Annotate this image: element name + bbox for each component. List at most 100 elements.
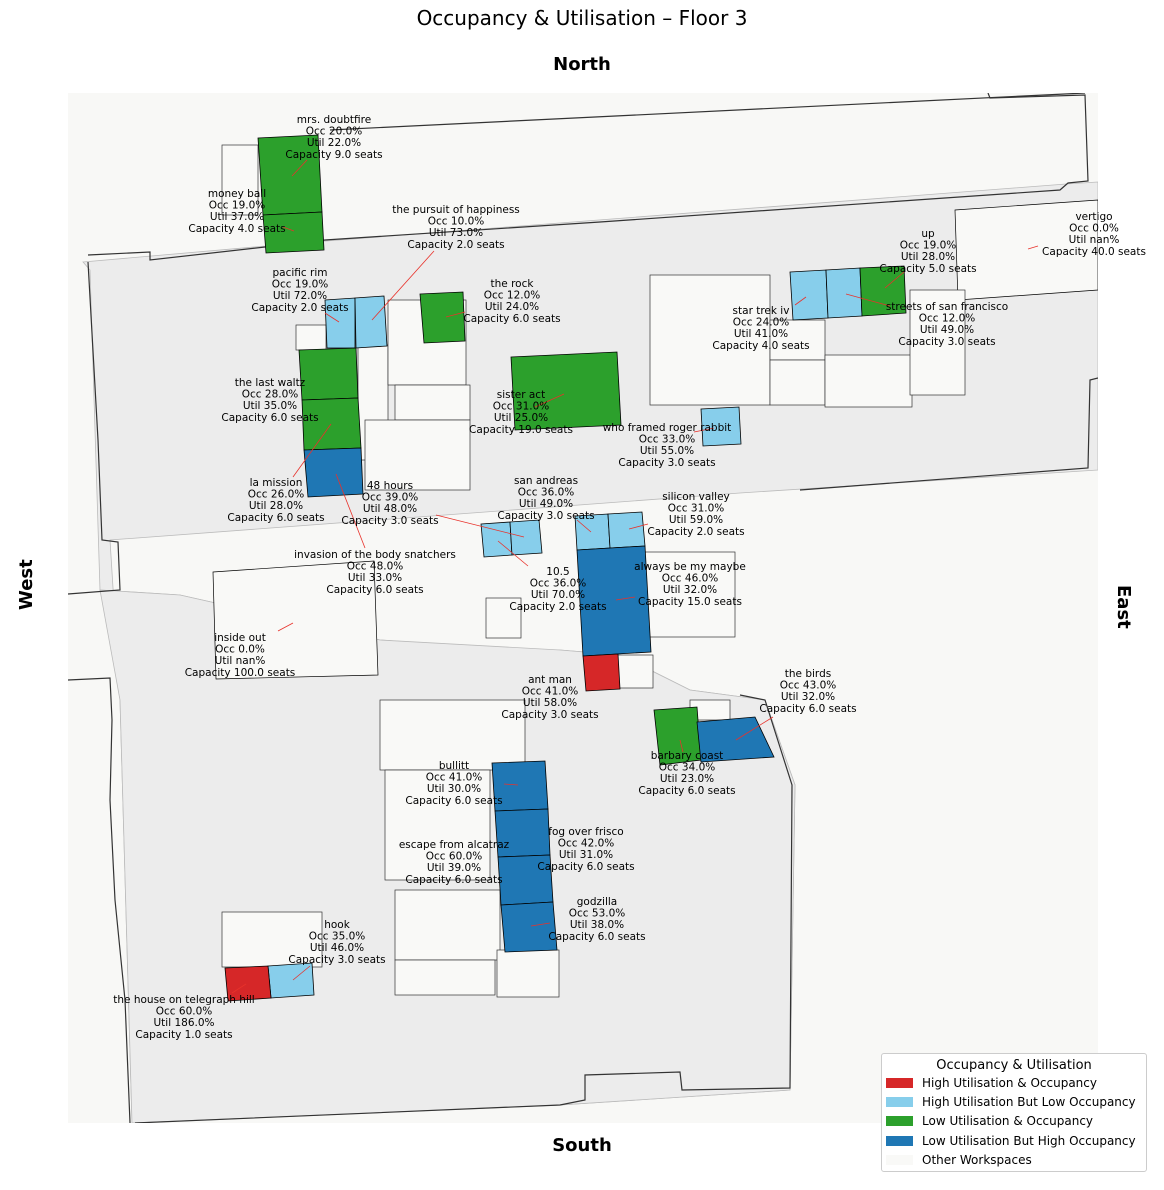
room-label-name: 10.5: [546, 566, 569, 578]
room-silicon-valley: [607, 511, 646, 549]
room-label-util: Util 58.0%: [523, 697, 577, 709]
room-label-name: always be my maybe: [634, 561, 746, 573]
leader-lines: [231, 159, 1039, 994]
legend-swatch: [886, 1155, 913, 1166]
room-label-name: the rock: [491, 278, 535, 290]
building-wall: [87, 93, 1089, 261]
room-label: bullitt Occ 41.0% Util 30.0% Capacity 6.0 s…: [405, 760, 502, 807]
rooms-layer: [224, 134, 907, 1002]
building-wall: [329, 93, 1086, 131]
room-label-capacity: Capacity 6.0 seats: [638, 785, 735, 797]
room-label-capacity: Capacity 40.0 seats: [1042, 246, 1146, 258]
room-label-capacity: Capacity 3.0 seats: [497, 510, 594, 522]
legend-items: High Utilisation & Occupancy High Utilisa…: [882, 1073, 1146, 1170]
room-label-name: escape from alcatraz: [399, 839, 510, 851]
room-label-capacity: Capacity 6.0 seats: [463, 313, 560, 325]
legend-swatch: [886, 1097, 913, 1108]
room-label-util: Util 73.0%: [429, 227, 483, 239]
room-inside-out: [212, 560, 379, 680]
room-label-capacity: Capacity 5.0 seats: [879, 263, 976, 275]
room-label: inside out Occ 0.0% Util nan% Capacity 100.…: [185, 632, 296, 679]
room-label-name: bullitt: [439, 760, 469, 772]
room-label-util: Util 25.0%: [494, 412, 548, 424]
room-label-util: Util 22.0%: [307, 137, 361, 149]
room-label-util: Util 55.0%: [640, 445, 694, 457]
room-label-name: silicon valley: [662, 491, 730, 503]
room-la-mission: [301, 397, 362, 451]
room-label-occ: Occ 31.0%: [668, 503, 725, 515]
room-label-capacity: Capacity 2.0 seats: [251, 302, 348, 314]
room-label: godzilla Occ 53.0% Util 38.0% Capacity 6.0 …: [548, 896, 645, 943]
room-label-util: Util 48.0%: [363, 503, 417, 515]
room-label-capacity: Capacity 3.0 seats: [898, 336, 995, 348]
room-the-pursuit-of-happiness: [354, 295, 388, 349]
room-label-capacity: Capacity 15.0 seats: [638, 596, 742, 608]
legend-item: Low Utilisation But High Occupancy: [882, 1131, 1146, 1150]
room-label-name: barbary coast: [651, 750, 724, 762]
room-label-occ: Occ 48.0%: [347, 561, 404, 573]
room-label-capacity: Capacity 100.0 seats: [185, 667, 296, 679]
room-label-occ: Occ 12.0%: [919, 313, 976, 325]
room-godzilla: [500, 901, 558, 953]
room-the-last-waltz: [298, 347, 359, 401]
room-label-util: Util 35.0%: [243, 400, 297, 412]
legend-title: Occupancy & Utilisation: [936, 1058, 1092, 1073]
room-label-capacity: Capacity 3.0 seats: [501, 709, 598, 721]
room-label-occ: Occ 28.0%: [242, 389, 299, 401]
room-label: invasion of the body snatchers Occ 48.0% U…: [294, 549, 456, 596]
room-label-util: Util 33.0%: [348, 572, 402, 584]
room-label-name: fog over frisco: [548, 826, 623, 838]
room-label-name: la mission: [250, 477, 303, 489]
room-label: 10.5 Occ 36.0% Util 70.0% Capacity 2.0 seat…: [509, 566, 606, 613]
room-label-name: ant man: [528, 674, 572, 686]
room-who-framed-roger-rabbit: [700, 406, 742, 447]
room-label-name: hook: [324, 919, 351, 931]
legend-label: High Utilisation But Low Occupancy: [922, 1095, 1136, 1110]
room-label: hook Occ 35.0% Util 46.0% Capacity 3.0 seat…: [288, 919, 385, 966]
room-label-util: Util 23.0%: [660, 773, 714, 785]
room-label-occ: Occ 41.0%: [426, 772, 483, 784]
room-label-util: Util 28.0%: [249, 500, 303, 512]
room-star-trek-iv: [789, 269, 829, 321]
legend: Occupancy & Utilisation High Utilisation…: [881, 1053, 1147, 1172]
room-label: escape from alcatraz Occ 60.0% Util 39.0% C…: [399, 839, 510, 886]
room-label-capacity: Capacity 6.0 seats: [227, 512, 324, 524]
room-always-be-my-maybe: [576, 545, 652, 657]
room-label-occ: Occ 34.0%: [659, 762, 716, 774]
room-label-util: Util 32.0%: [781, 691, 835, 703]
room-up: [859, 265, 907, 317]
room-label-capacity: Capacity 6.0 seats: [221, 412, 318, 424]
room-streets-of-san-francisco: [825, 267, 863, 319]
room-label: sister act Occ 31.0% Util 25.0% Capacity 19…: [469, 389, 573, 436]
room-label-occ: Occ 10.0%: [428, 216, 485, 228]
room-label-occ: Occ 33.0%: [639, 434, 696, 446]
room-label-occ: Occ 19.0%: [272, 279, 329, 291]
room-label-occ: Occ 20.0%: [306, 126, 363, 138]
room-label-occ: Occ 60.0%: [156, 1006, 213, 1018]
room-label-capacity: Capacity 3.0 seats: [618, 457, 715, 469]
building-wall: [799, 377, 1098, 491]
room-label: fog over frisco Occ 42.0% Util 31.0% Capaci…: [537, 826, 634, 873]
room-label-util: Util 59.0%: [669, 514, 723, 526]
room-invasion-of-the-body-snatchers: [303, 447, 364, 498]
room-the-rock: [419, 291, 466, 344]
legend-item: High Utilisation But Low Occupancy: [882, 1092, 1146, 1111]
room-label-name: the pursuit of happiness: [392, 204, 520, 216]
room-label: the house on telegraph hill Occ 60.0% Util…: [113, 994, 254, 1041]
room-label-name: godzilla: [577, 896, 617, 908]
legend-swatch: [886, 1116, 913, 1127]
room-label-util: Util 46.0%: [310, 942, 364, 954]
legend-swatch: [886, 1135, 913, 1146]
room-label-capacity: Capacity 1.0 seats: [135, 1029, 232, 1041]
room-label-occ: Occ 42.0%: [558, 838, 615, 850]
room-label: the birds Occ 43.0% Util 32.0% Capacity 6.0…: [759, 668, 856, 715]
room-label-util: Util 24.0%: [485, 301, 539, 313]
legend-label: Other Workspaces: [922, 1153, 1032, 1168]
room-label-occ: Occ 24.0%: [733, 317, 790, 329]
room-label: san andreas Occ 36.0% Util 49.0% Capacity 3…: [497, 475, 594, 522]
room-label-capacity: Capacity 4.0 seats: [188, 223, 285, 235]
map-title: Occupancy & Utilisation – Floor 3: [416, 6, 748, 30]
room-label-occ: Occ 35.0%: [309, 931, 366, 943]
room-label-occ: Occ 53.0%: [569, 908, 626, 920]
room-label-name: pacific rim: [273, 267, 328, 279]
